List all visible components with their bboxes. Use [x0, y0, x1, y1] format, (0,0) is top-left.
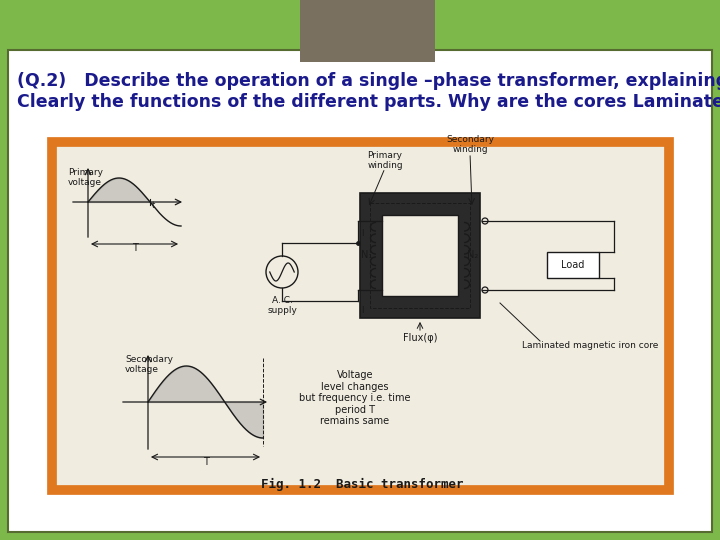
Text: T: T: [132, 243, 138, 253]
Bar: [547, 252, 599, 278]
Text: Flux(φ): Flux(φ): [402, 333, 437, 343]
Text: Primary
voltage: Primary voltage: [68, 168, 103, 187]
Bar: [382, 215, 458, 296]
Bar: [8, 50, 712, 532]
Text: Secondary
voltage: Secondary voltage: [125, 355, 173, 374]
Text: N₁: N₁: [361, 251, 373, 260]
Bar: [52, 142, 669, 490]
Text: A. C.
supply: A. C. supply: [267, 296, 297, 315]
Text: Fig. 1.2  Basic transformer: Fig. 1.2 Basic transformer: [261, 478, 463, 491]
Text: T: T: [202, 457, 208, 467]
Text: Primary
winding: Primary winding: [367, 151, 402, 171]
Bar: [300, 0, 435, 62]
Text: Load: Load: [562, 260, 585, 270]
Bar: [360, 193, 480, 318]
Text: Voltage
level changes
but frequency i.e. time
period T
remains same: Voltage level changes but frequency i.e.…: [300, 370, 410, 427]
Bar: [370, 203, 470, 308]
Text: (Q.2)   Describe the operation of a single –phase transformer, explaining
Clearl: (Q.2) Describe the operation of a single…: [17, 72, 720, 111]
Text: Secondary
winding: Secondary winding: [446, 135, 494, 154]
Text: Laminated magnetic iron core: Laminated magnetic iron core: [522, 341, 658, 350]
Text: t: t: [152, 201, 156, 210]
Text: N₂: N₂: [467, 251, 479, 260]
Text: I: I: [361, 306, 364, 315]
Text: I: I: [361, 229, 364, 238]
Bar: [9, 51, 711, 531]
